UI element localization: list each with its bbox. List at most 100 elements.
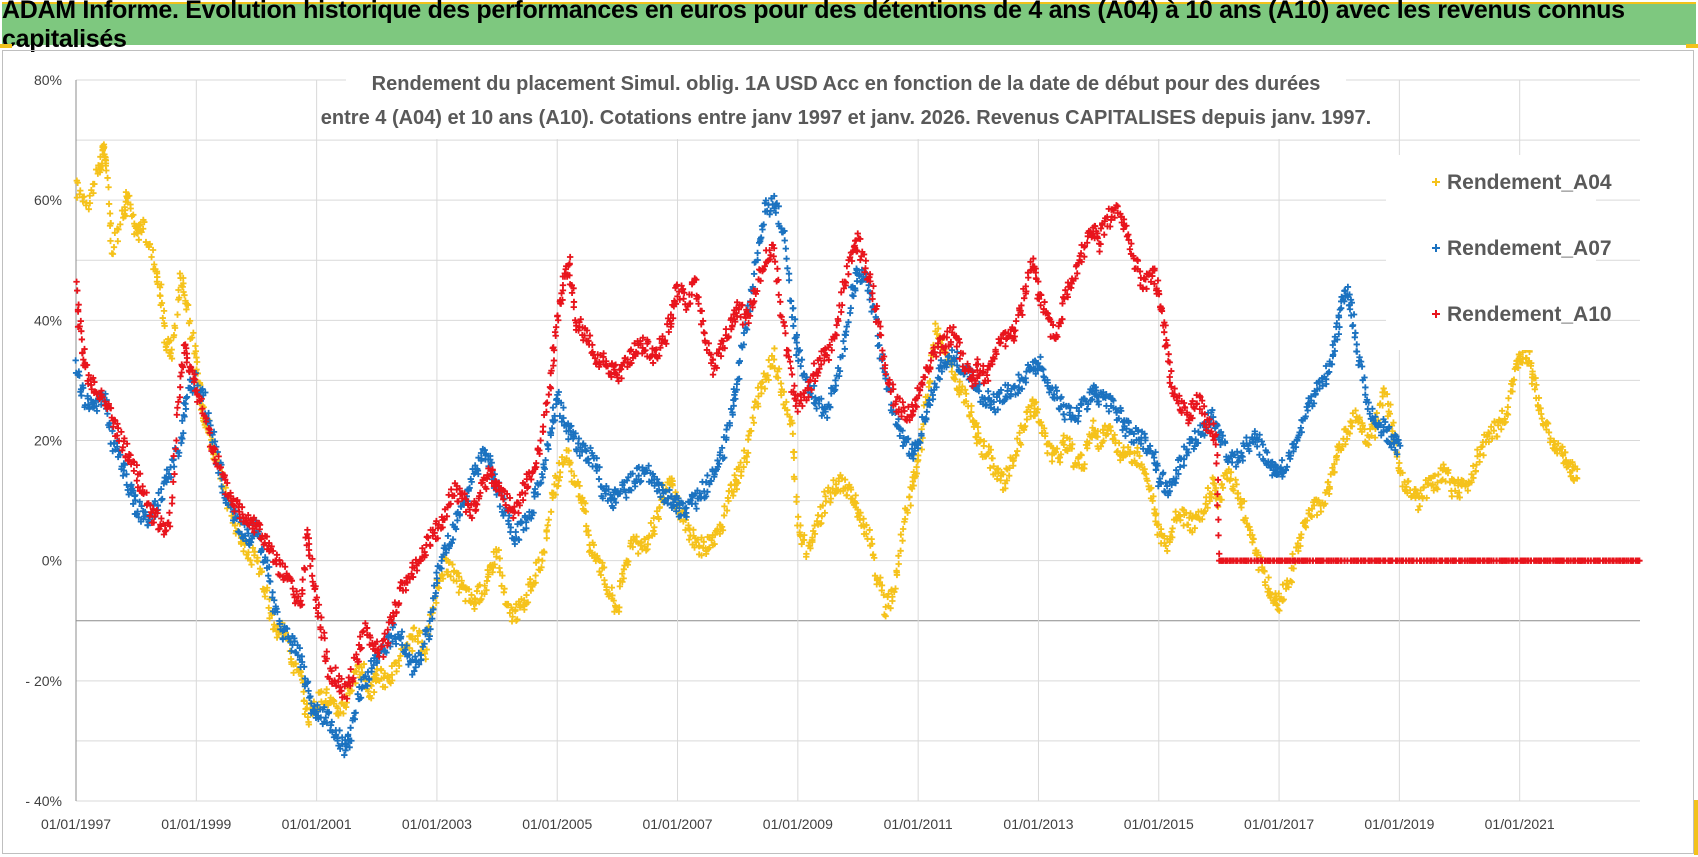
data-point (922, 415, 930, 422)
data-point (1317, 508, 1325, 515)
data-point (739, 301, 746, 309)
data-point (266, 615, 273, 622)
data-point (513, 617, 520, 624)
data-point (641, 536, 649, 543)
data-point (743, 453, 750, 460)
data-point (404, 579, 411, 586)
data-point (1329, 341, 1337, 349)
data-point (636, 478, 644, 486)
data-point (295, 593, 302, 600)
data-point (1243, 434, 1250, 441)
data-point (151, 261, 158, 268)
data-point (964, 360, 971, 368)
data-point (294, 652, 302, 659)
data-point (1399, 469, 1406, 476)
data-point (834, 315, 842, 323)
data-point (778, 313, 785, 321)
data-point (1304, 407, 1311, 414)
data-point (726, 422, 734, 429)
frame-accent-right (1694, 800, 1698, 855)
data-point (119, 444, 127, 451)
data-point (388, 677, 396, 684)
data-point (1004, 387, 1011, 395)
data-point (775, 276, 782, 284)
data-point (1111, 431, 1118, 439)
data-point (956, 378, 963, 385)
data-point (1081, 253, 1088, 260)
data-point (113, 443, 121, 450)
data-point (1059, 316, 1066, 323)
data-point (1072, 275, 1079, 282)
data-point (549, 404, 557, 411)
data-point (489, 564, 497, 571)
data-point (616, 583, 624, 590)
x-tick-label: 01/01/1999 (161, 816, 231, 832)
data-point (813, 517, 821, 525)
data-point (351, 715, 358, 723)
data-point (1052, 448, 1059, 456)
banner-accent-left (0, 44, 12, 48)
data-point (982, 402, 989, 409)
data-point (1293, 544, 1300, 551)
data-point (803, 553, 810, 560)
data-point (157, 281, 165, 288)
data-point (476, 492, 483, 500)
data-point (291, 638, 298, 645)
data-point (1444, 469, 1452, 477)
data-point (495, 479, 503, 487)
data-point (616, 490, 624, 497)
data-point (733, 485, 740, 493)
data-point (1383, 437, 1390, 444)
data-point (1136, 268, 1144, 275)
data-point (523, 591, 530, 599)
data-point (288, 577, 296, 584)
data-point (347, 665, 354, 673)
data-point (100, 141, 108, 148)
data-point (1415, 506, 1422, 514)
data-point (785, 347, 792, 354)
data-point (905, 403, 912, 411)
data-point (790, 322, 797, 330)
data-point (1261, 568, 1268, 575)
data-point (146, 240, 154, 248)
data-point (1488, 435, 1496, 442)
data-point (519, 496, 527, 504)
data-point (991, 355, 998, 362)
data-point (1113, 202, 1120, 209)
data-point (797, 532, 804, 540)
data-point (973, 434, 980, 441)
data-point (1100, 437, 1107, 444)
data-point (1155, 521, 1162, 528)
data-point (373, 671, 380, 679)
data-point (733, 386, 740, 393)
data-point (163, 466, 171, 473)
data-point (273, 605, 280, 613)
data-point (869, 290, 876, 297)
data-point (1210, 420, 1217, 427)
data-point (76, 372, 83, 379)
data-point (678, 282, 685, 289)
data-point (547, 508, 555, 516)
data-point (133, 461, 141, 469)
y-tick-label: 0% (42, 553, 62, 569)
data-point (1163, 336, 1170, 344)
data-point (1285, 583, 1292, 591)
data-point (481, 582, 488, 589)
data-point (713, 364, 720, 372)
data-point (1196, 405, 1204, 413)
data-point (716, 346, 723, 353)
data-point (308, 572, 316, 580)
data-point (931, 348, 938, 356)
data-point (1468, 471, 1475, 478)
data-point (498, 492, 505, 499)
data-point (1004, 381, 1012, 389)
data-point (303, 679, 311, 687)
data-point (986, 464, 994, 472)
data-point (647, 519, 655, 527)
data-point (679, 285, 687, 293)
data-point (1249, 535, 1257, 542)
data-point (852, 492, 859, 499)
data-point (134, 508, 141, 515)
data-point (956, 355, 963, 362)
data-point (346, 682, 354, 690)
